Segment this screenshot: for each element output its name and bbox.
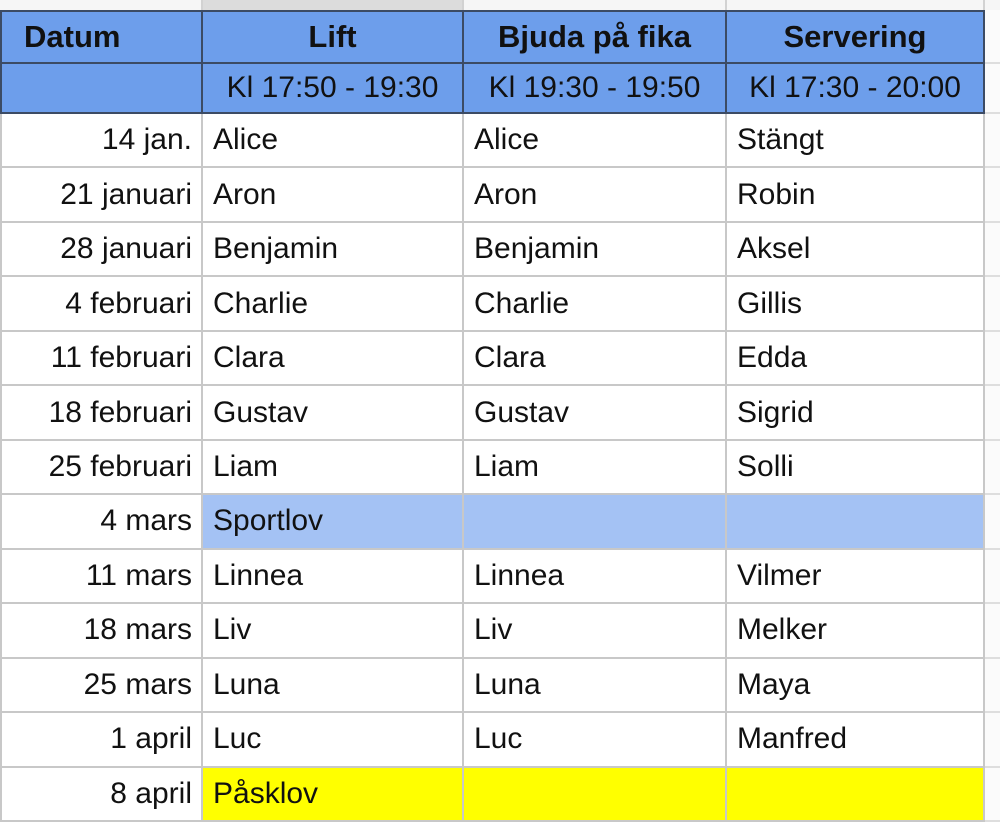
- cell-date[interactable]: 11 februari: [0, 331, 203, 387]
- gutter-cell: [985, 440, 1000, 496]
- time-cell-servering[interactable]: Kl 17:30 - 20:00: [727, 64, 985, 114]
- cell-fika[interactable]: Charlie: [464, 277, 727, 332]
- cell-date[interactable]: 11 mars: [0, 549, 203, 605]
- cell-servering[interactable]: Robin: [727, 168, 985, 223]
- cell-fika[interactable]: Clara: [464, 331, 727, 387]
- cell-lift[interactable]: Påsklov: [203, 767, 464, 822]
- cell-lift[interactable]: Gustav: [203, 386, 464, 441]
- gutter-cell: [985, 277, 1000, 332]
- time-cell-fika[interactable]: Kl 19:30 - 19:50: [464, 64, 727, 114]
- gutter-cell: [985, 114, 1000, 169]
- header-cell-fika[interactable]: Bjuda på fika: [464, 10, 727, 64]
- cell-fika[interactable]: Luc: [464, 713, 727, 768]
- cell-servering[interactable]: Sigrid: [727, 386, 985, 441]
- cell-servering[interactable]: Melker: [727, 604, 985, 659]
- cell-servering[interactable]: Gillis: [727, 277, 985, 332]
- gutter-cell: [985, 10, 1000, 64]
- row-above-cell: [727, 0, 985, 10]
- cell-date[interactable]: 18 mars: [0, 604, 203, 659]
- gutter-cell: [985, 604, 1000, 659]
- header-cell-datum[interactable]: Datum: [0, 10, 203, 64]
- cell-servering[interactable]: Aksel: [727, 222, 985, 278]
- gutter-cell: [985, 658, 1000, 714]
- cell-lift[interactable]: Aron: [203, 168, 464, 223]
- cell-servering[interactable]: Manfred: [727, 713, 985, 768]
- cell-fika[interactable]: Alice: [464, 114, 727, 169]
- row-above-cell: [985, 0, 1000, 10]
- cell-lift[interactable]: Alice: [203, 114, 464, 169]
- cell-fika[interactable]: Liam: [464, 440, 727, 496]
- cell-date[interactable]: 14 jan.: [0, 114, 203, 169]
- cell-date[interactable]: 4 mars: [0, 495, 203, 550]
- cell-date[interactable]: 1 april: [0, 713, 203, 768]
- cell-lift[interactable]: Sportlov: [203, 495, 464, 550]
- cell-fika[interactable]: Linnea: [464, 549, 727, 605]
- cell-fika[interactable]: [464, 767, 727, 822]
- cell-date[interactable]: 21 januari: [0, 168, 203, 223]
- cell-date[interactable]: 8 april: [0, 767, 203, 822]
- cell-lift[interactable]: Luc: [203, 713, 464, 768]
- cell-date[interactable]: 28 januari: [0, 222, 203, 278]
- cell-lift[interactable]: Clara: [203, 331, 464, 387]
- cell-fika[interactable]: [464, 495, 727, 550]
- cell-servering[interactable]: Maya: [727, 658, 985, 714]
- cell-servering[interactable]: Vilmer: [727, 549, 985, 605]
- cell-fika[interactable]: Benjamin: [464, 222, 727, 278]
- header-cell-servering[interactable]: Servering: [727, 10, 985, 64]
- cell-fika[interactable]: Liv: [464, 604, 727, 659]
- gutter-cell: [985, 386, 1000, 441]
- gutter-cell: [985, 331, 1000, 387]
- cell-lift[interactable]: Liv: [203, 604, 464, 659]
- time-cell-lift[interactable]: Kl 17:50 - 19:30: [203, 64, 464, 114]
- row-above-cell: [464, 0, 727, 10]
- cell-fika[interactable]: Gustav: [464, 386, 727, 441]
- gutter-cell: [985, 222, 1000, 278]
- cell-date[interactable]: 4 februari: [0, 277, 203, 332]
- cell-lift[interactable]: Liam: [203, 440, 464, 496]
- header-cell-lift[interactable]: Lift: [203, 10, 464, 64]
- cell-servering[interactable]: Edda: [727, 331, 985, 387]
- cell-servering[interactable]: Solli: [727, 440, 985, 496]
- gutter-cell: [985, 64, 1000, 114]
- gutter-cell: [985, 767, 1000, 822]
- cell-lift[interactable]: Charlie: [203, 277, 464, 332]
- cell-fika[interactable]: Luna: [464, 658, 727, 714]
- cell-lift[interactable]: Linnea: [203, 549, 464, 605]
- cell-servering[interactable]: [727, 767, 985, 822]
- gutter-cell: [985, 168, 1000, 223]
- row-above-cell: [203, 0, 464, 10]
- cell-date[interactable]: 25 mars: [0, 658, 203, 714]
- cell-fika[interactable]: Aron: [464, 168, 727, 223]
- cell-servering[interactable]: [727, 495, 985, 550]
- cell-servering[interactable]: Stängt: [727, 114, 985, 169]
- gutter-cell: [985, 549, 1000, 605]
- time-cell-datum[interactable]: [0, 64, 203, 114]
- cell-date[interactable]: 25 februari: [0, 440, 203, 496]
- row-above-cell: [0, 0, 203, 10]
- gutter-cell: [985, 713, 1000, 768]
- cell-lift[interactable]: Luna: [203, 658, 464, 714]
- cell-date[interactable]: 18 februari: [0, 386, 203, 441]
- cell-lift[interactable]: Benjamin: [203, 222, 464, 278]
- gutter-cell: [985, 495, 1000, 550]
